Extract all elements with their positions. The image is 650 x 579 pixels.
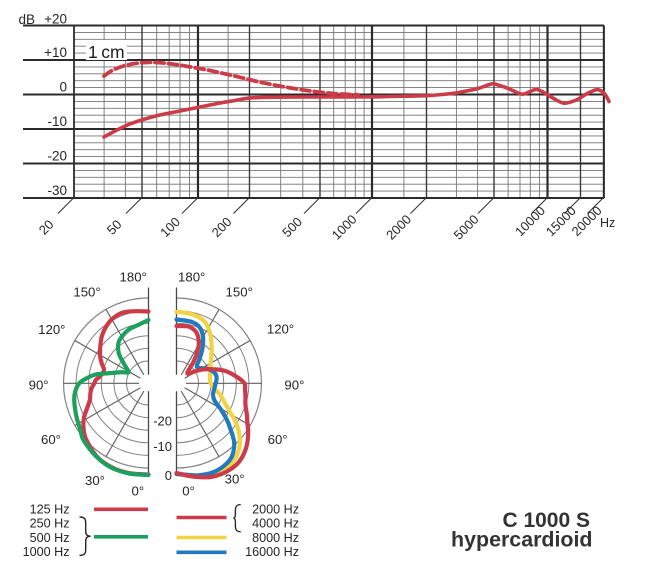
svg-text:30°: 30°	[225, 472, 245, 487]
svg-text:+20: +20	[44, 12, 67, 27]
svg-text:1000 Hz: 1000 Hz	[23, 545, 70, 559]
svg-text:90°: 90°	[29, 378, 49, 393]
svg-text:120°: 120°	[267, 322, 294, 337]
svg-text:500 Hz: 500 Hz	[30, 531, 70, 545]
svg-text:16000 Hz: 16000 Hz	[245, 545, 299, 559]
svg-text:180°: 180°	[120, 270, 147, 285]
svg-text:4000 Hz: 4000 Hz	[252, 517, 299, 531]
svg-text:0°: 0°	[131, 483, 144, 498]
svg-text:125 Hz: 125 Hz	[30, 502, 70, 516]
svg-text:C 1000 S: C 1000 S	[502, 509, 590, 532]
svg-text:150°: 150°	[226, 285, 253, 300]
svg-text:+10: +10	[44, 45, 67, 60]
svg-text:-20: -20	[47, 148, 67, 163]
svg-text:0: 0	[59, 79, 67, 94]
svg-text:dB: dB	[18, 12, 35, 27]
svg-text:-30: -30	[47, 183, 67, 198]
svg-text:-10: -10	[47, 114, 67, 129]
svg-text:hypercardioid: hypercardioid	[451, 528, 592, 552]
svg-text:30°: 30°	[85, 473, 105, 488]
svg-text:60°: 60°	[268, 432, 288, 447]
svg-text:2000 Hz: 2000 Hz	[252, 502, 299, 516]
svg-text:-20: -20	[153, 413, 172, 428]
svg-text:0: 0	[165, 468, 172, 483]
svg-text:90°: 90°	[284, 378, 304, 393]
svg-text:120°: 120°	[38, 322, 65, 337]
svg-text:8000 Hz: 8000 Hz	[252, 531, 299, 545]
svg-text:250 Hz: 250 Hz	[30, 517, 70, 531]
svg-text:150°: 150°	[73, 285, 100, 300]
svg-text:1 cm: 1 cm	[88, 42, 125, 62]
svg-text:0°: 0°	[182, 483, 195, 498]
svg-text:-10: -10	[153, 439, 172, 454]
svg-text:60°: 60°	[41, 432, 61, 447]
svg-text:Hz: Hz	[600, 216, 615, 230]
svg-text:180°: 180°	[178, 270, 205, 285]
